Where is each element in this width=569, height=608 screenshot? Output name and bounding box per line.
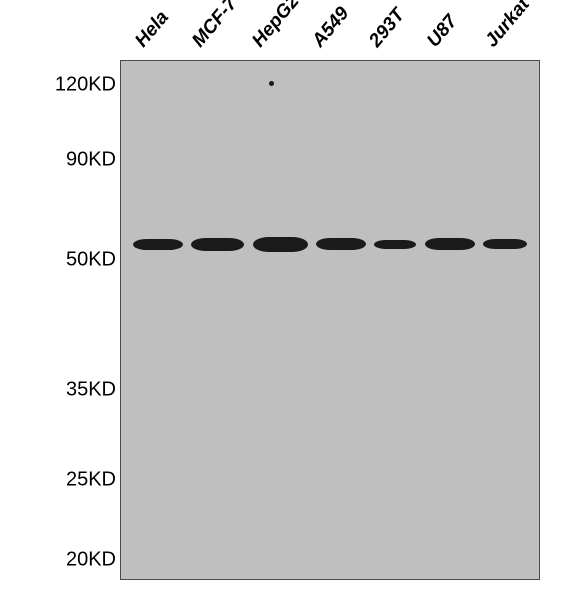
protein-band	[374, 240, 416, 249]
mw-label: 25KD	[66, 469, 116, 492]
mw-label-text: 20KD	[66, 549, 116, 571]
western-blot-figure: Hela MCF-7 HepG2 A549 293T U87 Jurkat 12…	[0, 0, 569, 608]
lane-label: U87	[423, 11, 462, 52]
mw-label-text: 90KD	[66, 149, 116, 171]
protein-band	[133, 239, 183, 250]
artifact-spot	[269, 81, 274, 86]
mw-marker-column: 120KD 90KD 50KD 35KD 25KD 20KD	[0, 60, 120, 580]
mw-label: 50KD	[66, 249, 116, 272]
mw-label: 90KD	[66, 149, 116, 172]
protein-band-row	[121, 237, 539, 251]
mw-label: 120KD	[55, 74, 116, 97]
protein-band	[425, 238, 475, 250]
protein-band	[253, 237, 308, 252]
protein-band	[316, 238, 366, 250]
lane-label-row: Hela MCF-7 HepG2 A549 293T U87 Jurkat	[120, 0, 540, 60]
blot-membrane	[120, 60, 540, 580]
mw-label-text: 35KD	[66, 379, 116, 401]
lane-label: A549	[308, 3, 354, 52]
mw-label-text: 50KD	[66, 249, 116, 271]
mw-label-text: 120KD	[55, 74, 116, 96]
lane-label: Hela	[131, 7, 174, 52]
protein-band	[191, 238, 244, 251]
lane-label: HepG2	[248, 0, 304, 52]
protein-band	[483, 239, 527, 249]
mw-label: 20KD	[66, 549, 116, 572]
lane-label: Jurkat	[481, 0, 535, 52]
lane-label: MCF-7	[188, 0, 242, 52]
lane-label: 293T	[365, 5, 410, 52]
mw-label: 35KD	[66, 379, 116, 402]
mw-label-text: 25KD	[66, 469, 116, 491]
